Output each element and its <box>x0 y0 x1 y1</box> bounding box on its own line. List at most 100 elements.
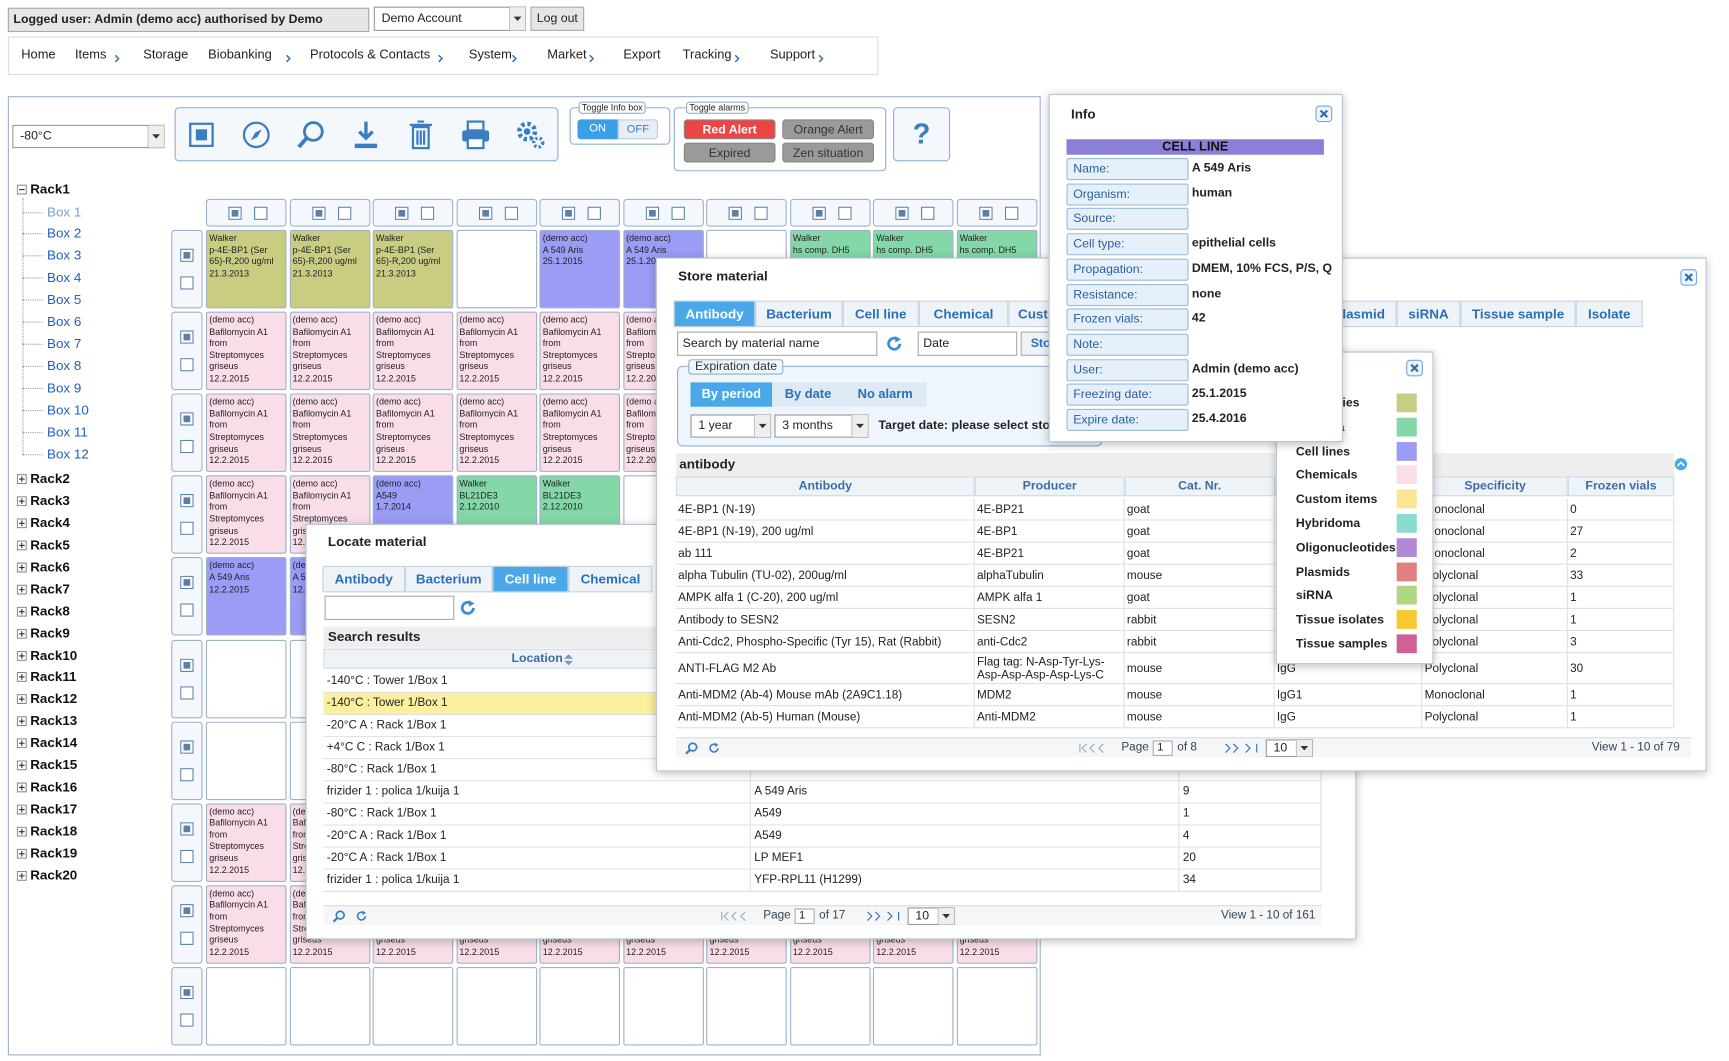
box-position[interactable]: (demo acc) Bafilomycin A1 from Streptomy… <box>205 885 287 964</box>
menu-item[interactable]: Market <box>547 48 587 62</box>
rack-label[interactable]: Rack12 <box>30 691 78 707</box>
mode-button[interactable]: By date <box>772 382 844 407</box>
tab[interactable]: Antibody <box>673 300 756 328</box>
box-link[interactable]: Box 2 <box>47 225 82 242</box>
box-link[interactable]: Box 9 <box>47 380 82 396</box>
menu-item[interactable]: Biobanking <box>208 48 272 62</box>
tree-toggle[interactable] <box>16 606 27 617</box>
checkbox-icon[interactable] <box>180 903 194 918</box>
rack-label[interactable]: Rack8 <box>30 602 70 619</box>
column-header[interactable]: Cat. Nr. <box>1124 476 1275 497</box>
pager-nav[interactable] <box>1079 743 1117 753</box>
toolbar-button[interactable] <box>349 118 383 151</box>
help-button[interactable]: ? <box>893 107 951 162</box>
temperature-select[interactable]: -80°C <box>12 124 165 149</box>
checkbox-icon[interactable] <box>180 576 194 590</box>
toolbar-button[interactable] <box>404 118 438 151</box>
dropdown-arrow[interactable] <box>754 414 772 438</box>
close-button[interactable] <box>1406 359 1424 377</box>
page-size-select[interactable]: 10 <box>1265 739 1313 758</box>
box-position[interactable] <box>789 966 871 1046</box>
tree-toggle[interactable] <box>16 738 27 749</box>
rack-label[interactable]: Rack10 <box>30 647 78 663</box>
box-link[interactable]: Box 10 <box>47 402 89 418</box>
rack-label[interactable]: Rack17 <box>30 801 78 817</box>
page-input[interactable]: 1 <box>794 908 815 924</box>
checkbox-icon[interactable] <box>180 1013 194 1027</box>
toolbar-button[interactable] <box>294 118 328 151</box>
tab[interactable]: siRNA <box>1396 300 1461 328</box>
checkbox-icon[interactable] <box>180 685 194 700</box>
checkbox-icon[interactable] <box>180 330 194 344</box>
dropdown-arrow[interactable] <box>1295 739 1313 758</box>
page-size-select[interactable]: 10 <box>907 907 955 926</box>
alarm-button[interactable]: Zen situation <box>782 142 875 163</box>
checkbox-icon[interactable] <box>180 248 194 262</box>
tab[interactable]: Cell line <box>842 300 919 328</box>
box-link[interactable]: Box 12 <box>47 446 89 462</box>
box-link[interactable]: Box 1 <box>47 203 82 220</box>
rack-label[interactable]: Rack5 <box>30 536 70 553</box>
toolbar-button[interactable] <box>185 118 219 151</box>
box-position[interactable]: (demo acc) Bafilomycin A1 from Streptomy… <box>372 311 454 391</box>
reload-icon[interactable] <box>707 742 720 755</box>
period-select[interactable]: 1 year <box>690 414 772 438</box>
box-link[interactable]: Box 4 <box>47 270 82 286</box>
checkbox-icon[interactable] <box>587 206 601 220</box>
tree-toggle[interactable] <box>16 694 27 705</box>
menu-item[interactable]: Export <box>623 48 661 62</box>
tab[interactable]: Isolate <box>1575 300 1643 328</box>
box-position[interactable] <box>622 966 704 1046</box>
checkbox-icon[interactable] <box>670 206 685 220</box>
menu-item[interactable]: Support <box>769 48 816 62</box>
checkbox-icon[interactable] <box>921 206 935 220</box>
tree-toggle[interactable] <box>16 518 27 529</box>
tab[interactable]: Chemical <box>568 565 653 593</box>
checkbox-icon[interactable] <box>180 740 194 754</box>
checkbox-icon[interactable] <box>180 494 194 508</box>
box-position[interactable]: Walker p-4E-BP1 (Ser 65)-R,200 ug/ml 21.… <box>289 229 370 309</box>
rack-label[interactable]: Rack18 <box>30 823 78 839</box>
checkbox-icon[interactable] <box>420 206 435 220</box>
alarm-button[interactable]: Orange Alert <box>782 119 875 140</box>
alarm-button[interactable]: Expired <box>683 142 776 163</box>
rack-label[interactable]: Rack15 <box>30 757 78 773</box>
tree-toggle[interactable] <box>16 870 27 881</box>
tab[interactable]: Tissue sample <box>1460 300 1576 328</box>
dropdown-arrow[interactable] <box>509 6 526 31</box>
mode-button[interactable]: No alarm <box>843 382 927 407</box>
checkbox-icon[interactable] <box>180 821 194 836</box>
checkbox-icon[interactable] <box>180 849 194 863</box>
checkbox-icon[interactable] <box>180 412 194 426</box>
box-position[interactable]: (demo acc) Bafilomycin A1 from Streptomy… <box>456 311 537 391</box>
checkbox-icon[interactable] <box>754 206 768 220</box>
box-position[interactable] <box>372 966 454 1046</box>
checkbox-icon[interactable] <box>728 206 742 220</box>
rack-label[interactable]: Rack20 <box>30 867 78 884</box>
off-button[interactable]: OFF <box>617 119 659 140</box>
checkbox-icon[interactable] <box>895 206 909 220</box>
box-position[interactable] <box>706 966 787 1046</box>
menu-item[interactable]: Home <box>21 48 56 62</box>
checkbox-icon[interactable] <box>311 206 326 220</box>
checkbox-icon[interactable] <box>478 206 492 220</box>
checkbox-icon[interactable] <box>180 276 194 290</box>
tree-toggle[interactable] <box>16 848 27 859</box>
search-icon[interactable] <box>685 742 698 755</box>
checkbox-icon[interactable] <box>395 206 409 220</box>
checkbox-icon[interactable] <box>504 206 518 220</box>
rack-label[interactable]: Rack9 <box>30 625 70 641</box>
box-link[interactable]: Box 7 <box>47 336 82 352</box>
column-header[interactable]: Specificity <box>1422 476 1568 497</box>
box-position[interactable] <box>205 721 287 800</box>
checkbox-icon[interactable] <box>180 767 194 781</box>
tree-toggle[interactable] <box>16 716 27 727</box>
menu-item[interactable]: Items <box>74 48 107 62</box>
menu-item[interactable]: Protocols & Contacts <box>309 48 431 62</box>
menu-item[interactable]: System <box>468 48 512 62</box>
box-position[interactable] <box>456 229 537 309</box>
pager-nav[interactable] <box>866 911 904 921</box>
mode-button[interactable]: By period <box>690 382 773 407</box>
account-select[interactable]: Demo Account <box>373 6 526 31</box>
close-button[interactable] <box>1315 105 1333 123</box>
